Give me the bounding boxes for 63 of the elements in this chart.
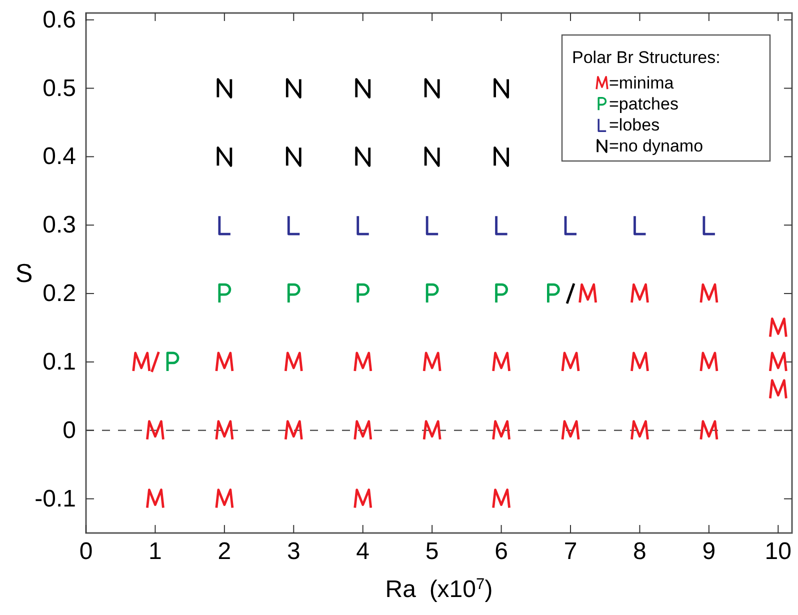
point (492, 488, 510, 509)
point (561, 352, 580, 372)
x-tick-label: 3 (286, 538, 300, 565)
x-tick-label: 2 (218, 538, 232, 565)
point (700, 283, 718, 304)
point (284, 352, 303, 372)
y-tick-label: 0.2 (42, 280, 76, 308)
point (424, 78, 440, 98)
x-tick-label: 7 (564, 538, 578, 565)
point (630, 352, 649, 372)
point (286, 146, 302, 167)
point (424, 146, 440, 167)
point (286, 78, 302, 98)
y-tick-label: 0.5 (42, 74, 76, 102)
legend-label: =patches (609, 94, 678, 114)
legend-label: =minima (609, 74, 674, 92)
y-tick-label: 0.1 (42, 348, 76, 376)
point (494, 146, 509, 167)
point (422, 352, 442, 372)
y-tick-label: 0.4 (42, 143, 76, 170)
point (492, 352, 510, 372)
point (284, 420, 303, 441)
point (215, 352, 234, 372)
point (354, 488, 372, 509)
point (630, 283, 649, 304)
point (768, 379, 788, 400)
y-tick-label: -0.1 (34, 485, 76, 512)
point (146, 488, 164, 509)
point (354, 420, 372, 441)
y-tick-label: 0 (62, 416, 76, 444)
point (355, 78, 371, 98)
x-tick-label: 6 (494, 538, 508, 565)
point (215, 420, 234, 441)
x-tick-label: 9 (702, 538, 716, 565)
point (354, 352, 372, 372)
x-tick-label: 10 (764, 538, 792, 565)
point (578, 283, 598, 304)
point (561, 420, 580, 441)
point (146, 420, 164, 441)
y-tick-label: 0.3 (42, 212, 76, 239)
point (494, 78, 509, 98)
x-tick-label: 5 (425, 538, 439, 565)
point (216, 78, 232, 98)
point (215, 488, 234, 509)
legend-title: Polar Br Structures: (572, 48, 720, 67)
point (355, 146, 371, 167)
x-tick-label: 4 (356, 538, 370, 565)
point (630, 420, 649, 441)
x-tick-label: 1 (148, 538, 162, 565)
point (768, 352, 788, 372)
point (768, 318, 788, 338)
y-tick-label: 0.6 (42, 6, 76, 34)
point (216, 146, 232, 167)
x-tick-label: 8 (633, 538, 646, 565)
point (700, 420, 718, 441)
legend-label: =no dynamo (609, 136, 704, 156)
x-tick-label: 0 (79, 538, 93, 565)
point (422, 420, 442, 441)
y-axis-title: S (15, 258, 33, 288)
x-axis-title: Ra (x10$^{7}$) (385, 576, 493, 603)
point (700, 352, 718, 372)
legend-label: =lobes (609, 116, 660, 134)
point (492, 420, 510, 441)
